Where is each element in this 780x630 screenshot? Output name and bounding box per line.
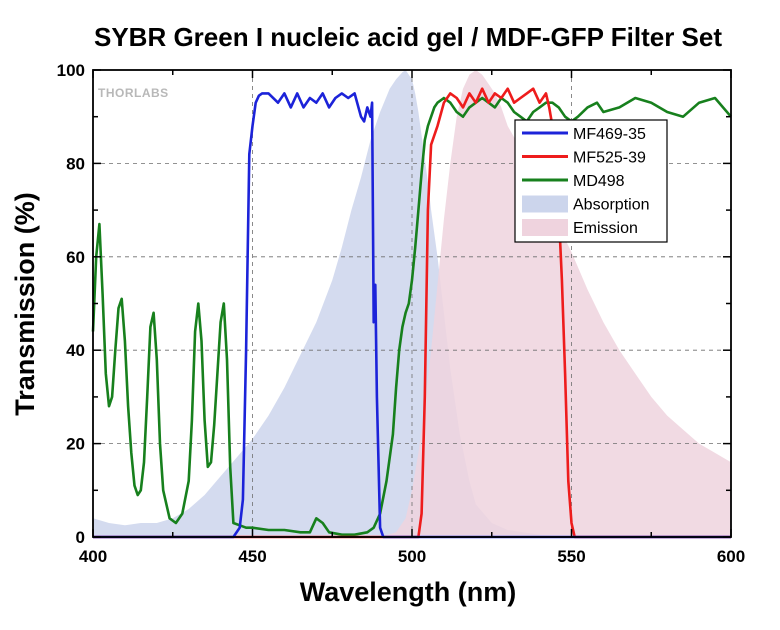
- y-tick-label: 60: [66, 248, 85, 267]
- axis-ticks: 400 450 500 550 600 0 20 40 60 80 100: [57, 61, 746, 566]
- x-tick-label: 550: [557, 547, 585, 566]
- thorlabs-watermark: THORLABS: [98, 86, 169, 100]
- line-series-group: [91, 87, 732, 539]
- legend-label-mf525-39: MF525-39: [573, 150, 646, 167]
- x-axis-label: Wavelength (nm): [300, 577, 517, 607]
- x-tick-label: 600: [717, 547, 745, 566]
- x-tick-label: 450: [238, 547, 266, 566]
- y-tick-label: 20: [66, 435, 85, 454]
- y-tick-label: 100: [57, 61, 85, 80]
- legend-label-absorption: Absorption: [573, 197, 650, 214]
- legend-label-mf469-35: MF469-35: [573, 126, 646, 143]
- legend-label-md498: MD498: [573, 173, 625, 190]
- y-tick-label: 0: [76, 528, 85, 547]
- area-emission: [380, 70, 731, 537]
- legend-swatch-emission: [522, 219, 568, 236]
- line-md498: [91, 96, 732, 536]
- line-mf469-35: [93, 92, 731, 539]
- line-mf525-39: [93, 87, 731, 539]
- legend-label-emission: Emission: [573, 220, 638, 237]
- chart-title: SYBR Green I nucleic acid gel / MDF-GFP …: [94, 22, 722, 52]
- legend-swatch-absorption: [522, 195, 568, 213]
- y-axis-label: Transmission (%): [10, 192, 40, 416]
- y-tick-label: 80: [66, 154, 85, 173]
- x-tick-label: 500: [398, 547, 426, 566]
- x-tick-label: 400: [79, 547, 107, 566]
- y-tick-label: 40: [66, 341, 85, 360]
- legend: MF469-35 MF525-39 MD498 Absorption Emission: [514, 119, 668, 243]
